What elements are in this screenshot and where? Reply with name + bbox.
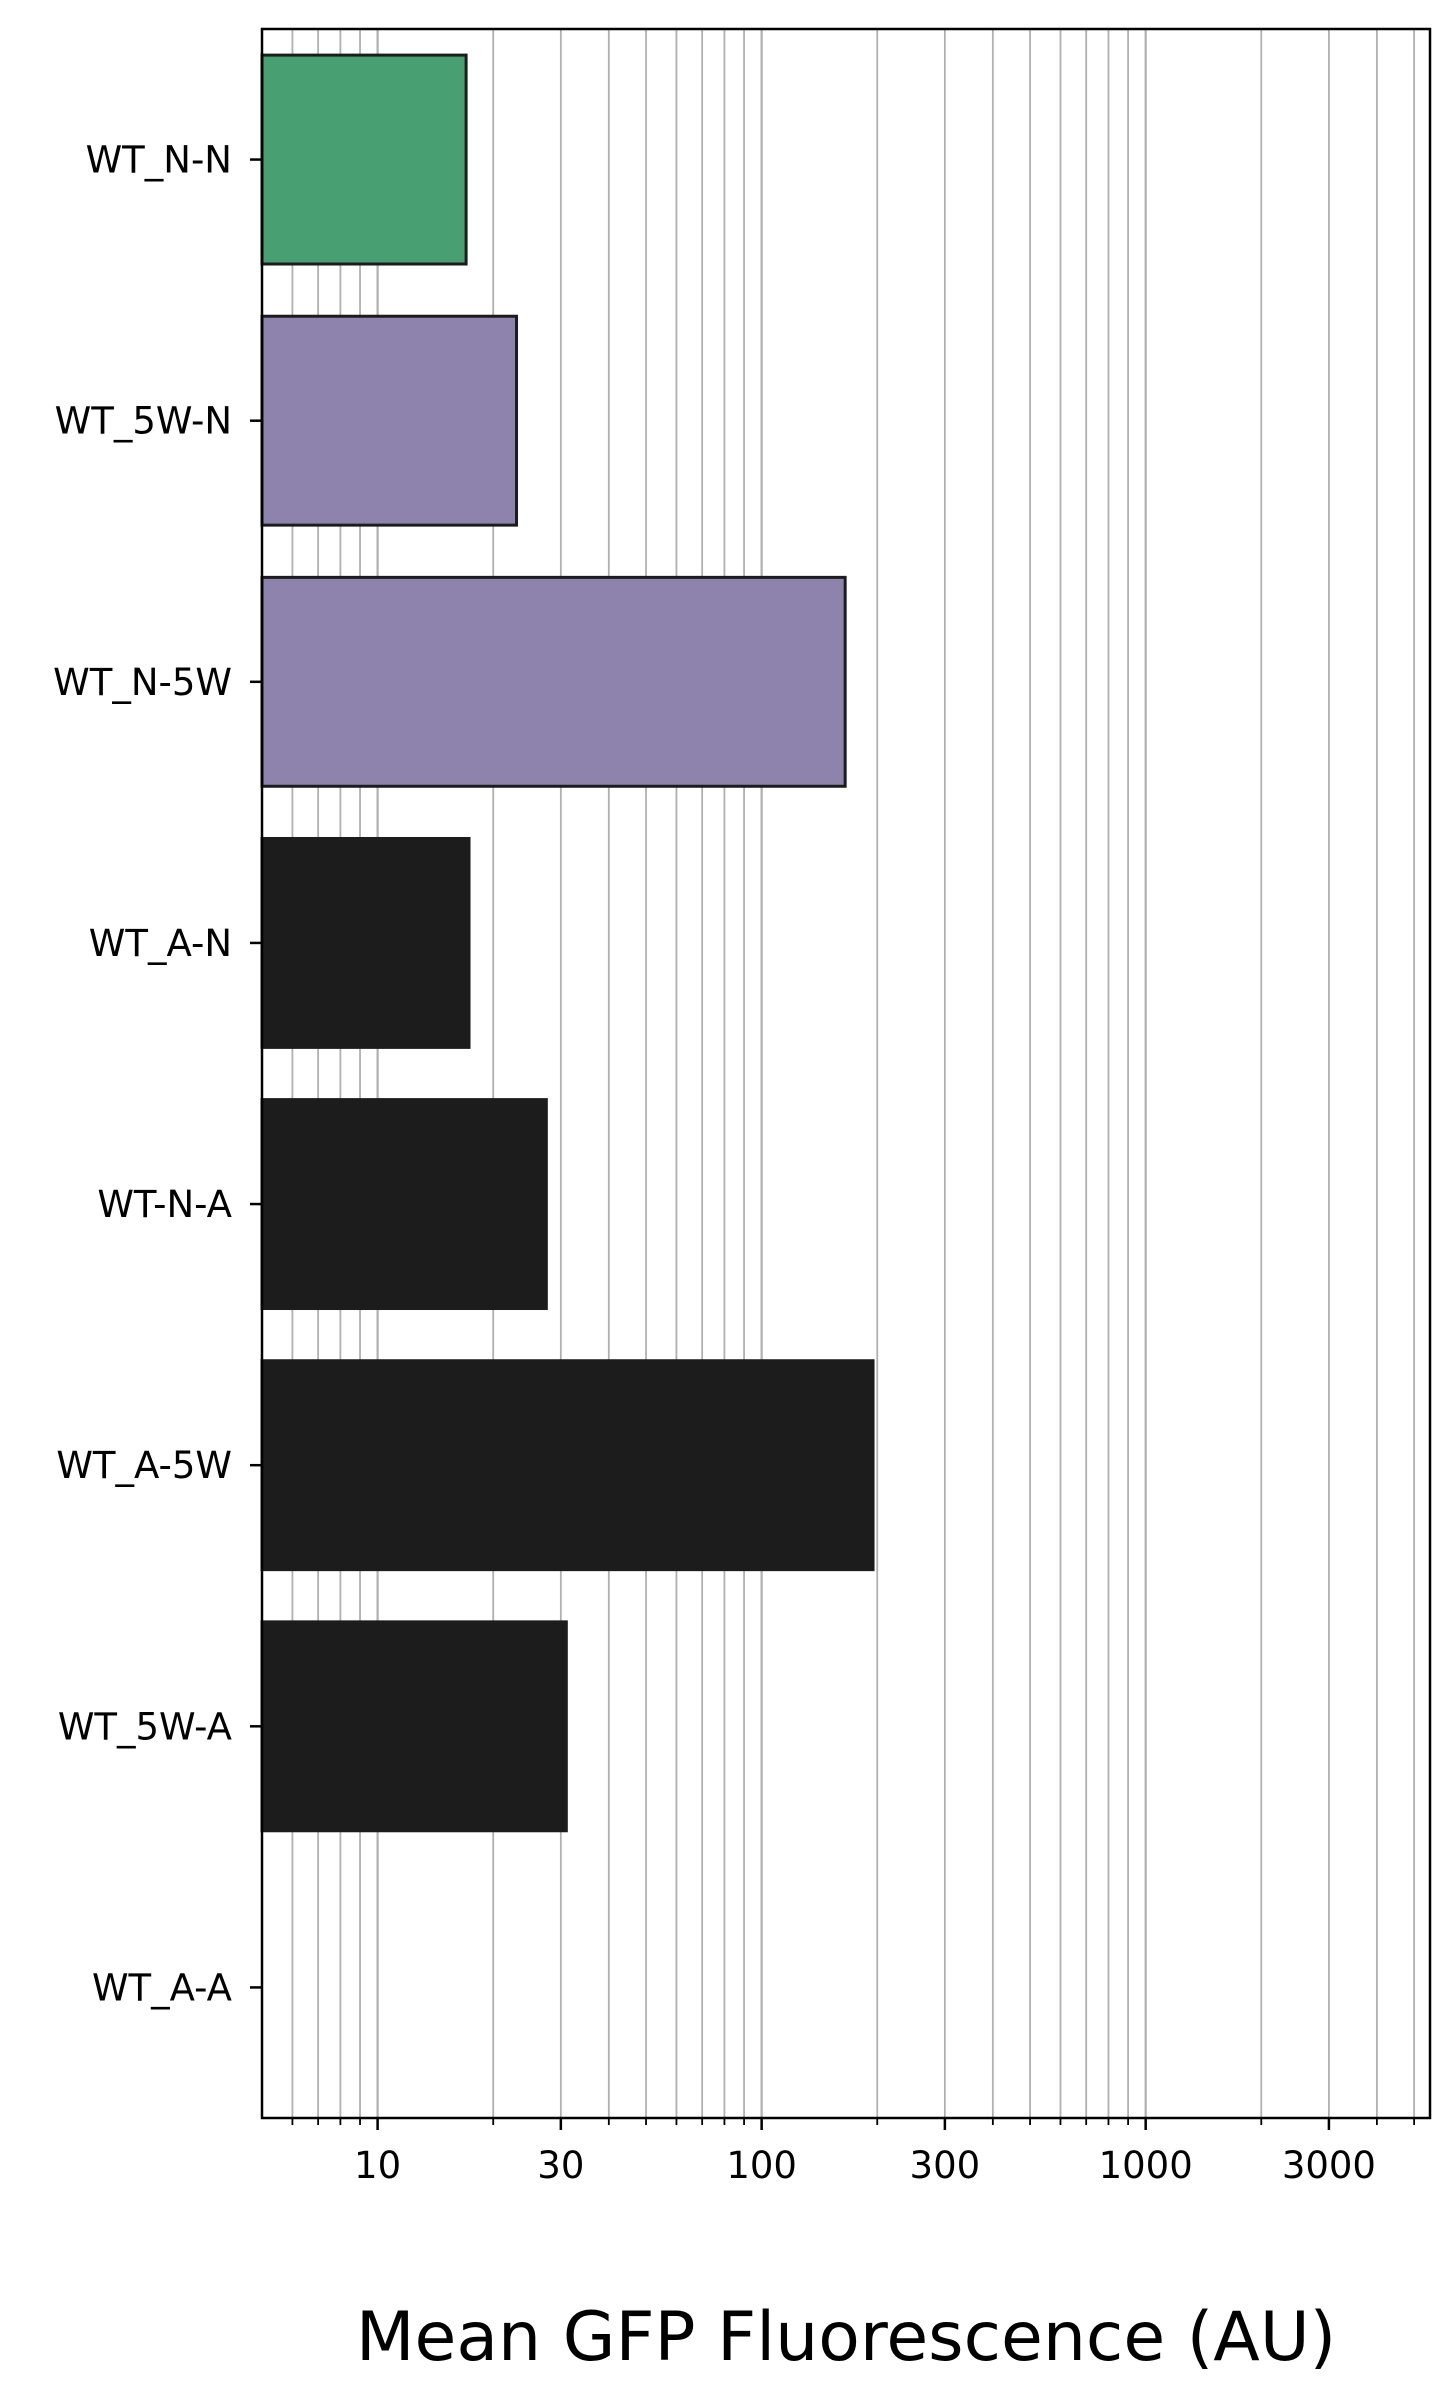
x-axis-label: Mean GFP Fluorescence (AU) [356,2298,1336,2377]
y-tick-label: WT_A-N [89,922,232,965]
x-tick-label: 1000 [1099,2144,1193,2187]
bar-wt-n-n [260,53,468,266]
y-tick-label: WT_N-N [86,139,232,182]
y-axis-ticks: WT_N-N WT_5W-N WT_N-5W WT_A-N WT-N-A WT_A-5W W… [53,139,262,2009]
y-tick-label: WT_5W-N [55,400,232,443]
x-axis-ticks: 10 30 100 300 1000 3000 [291,2118,1416,2187]
y-tick-label: WT_5W-A [58,1705,232,1748]
bar-wt-a-n [260,836,471,1049]
plot-area-frame [260,27,1432,2120]
x-tick-label: 300 [910,2144,981,2187]
bars [260,53,875,1833]
x-tick-label: 10 [354,2144,401,2187]
bar-wt-5w-a [260,1620,568,1833]
x-tick-label: 100 [726,2144,797,2187]
bar-wt-n-5w [260,575,847,788]
y-tick-label: WT_A-A [92,1966,232,2009]
y-tick-label: WT_A-5W [56,1444,232,1487]
y-tick-label: WT-N-A [97,1183,232,1226]
x-tick-label: 30 [537,2144,584,2187]
x-tick-label: 3000 [1282,2144,1376,2187]
bar-wt-5w-n [260,314,519,527]
bar-wt-n-a [260,1098,548,1311]
bar-wt-a-5w [260,1359,875,1572]
y-tick-label: WT_N-5W [53,661,232,704]
